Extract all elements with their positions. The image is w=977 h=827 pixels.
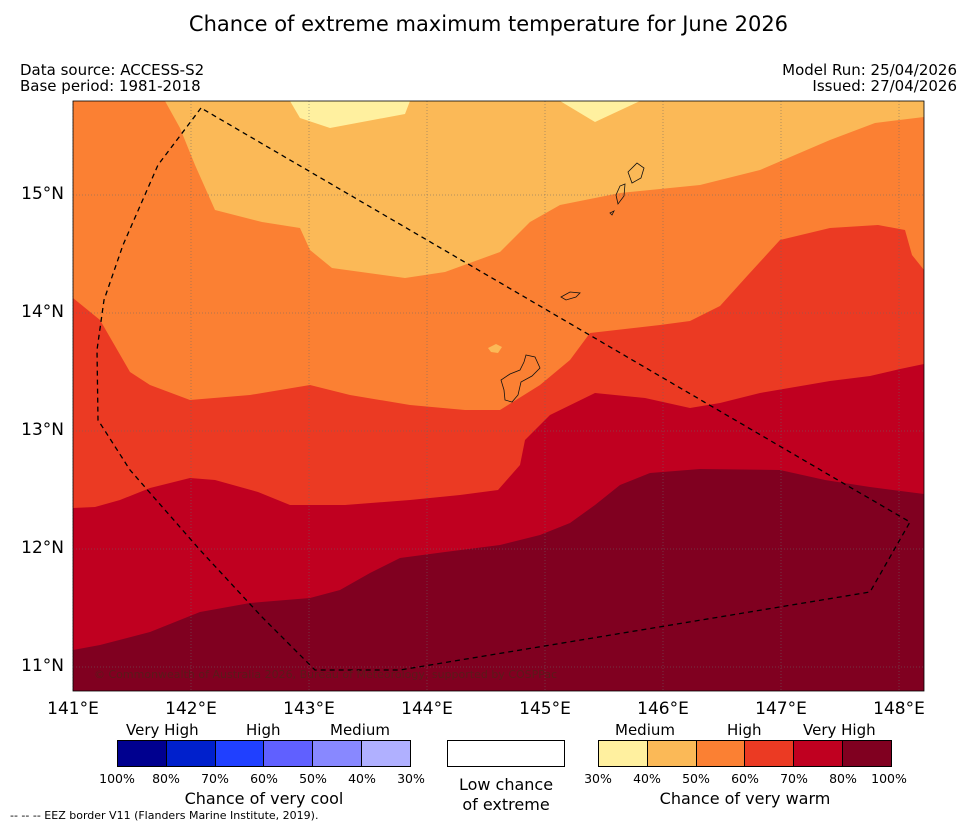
warm-swatch [794, 741, 844, 766]
longitude-label: 143°E [283, 699, 335, 719]
warm-swatch [599, 741, 648, 766]
cool-swatch [264, 741, 314, 766]
warm-percent-label: 80% [829, 771, 857, 786]
cool-category-very-high: Very High [126, 721, 199, 739]
probability-field [73, 101, 924, 691]
latitude-label: 14°N [21, 302, 64, 322]
neutral-line-2: of extreme [462, 795, 550, 814]
neutral-swatch [447, 740, 565, 767]
cool-category-high: High [246, 721, 281, 739]
cool-swatch [362, 741, 410, 766]
cool-percent-label: 40% [348, 771, 376, 786]
longitude-label: 147°E [755, 699, 807, 719]
issued-text: Issued: 27/04/2026 [812, 77, 957, 95]
cool-swatch [166, 741, 216, 766]
latitude-label: 13°N [21, 420, 64, 440]
probability-blob [488, 344, 502, 353]
longitude-label: 144°E [401, 699, 453, 719]
metadata-right: Model Run: 25/04/2026 Issued: 27/04/2026 [782, 62, 957, 94]
copyright-text: © Commonwealth of Australia 2026, Bureau… [94, 668, 558, 681]
warm-swatch [843, 741, 891, 766]
cool-legend-title: Chance of very cool [184, 789, 344, 808]
warm-percent-label: 70% [780, 771, 808, 786]
cool-swatch [118, 741, 167, 766]
latitude-label: 11°N [21, 656, 64, 676]
cool-swatch [215, 741, 265, 766]
map-frame [72, 100, 925, 692]
longitude-label: 148°E [873, 699, 925, 719]
longitude-label: 146°E [637, 699, 689, 719]
cool-percent-label: 30% [397, 771, 425, 786]
warm-percent-label: 30% [584, 771, 612, 786]
neutral-legend-title: Low chance of extreme [427, 775, 585, 815]
longitude-label: 141°E [47, 699, 99, 719]
band-80-100 [73, 469, 924, 691]
data-source-text: Data source: ACCESS-S2 [20, 61, 205, 79]
model-run-text: Model Run: 25/04/2026 [782, 61, 957, 79]
warm-category-very-high: Very High [803, 721, 876, 739]
warm-category-medium: Medium [615, 721, 675, 739]
warm-swatch [745, 741, 795, 766]
warm-swatch [696, 741, 746, 766]
metadata-left: Data source: ACCESS-S2 Base period: 1981… [20, 62, 204, 94]
cool-percent-label: 70% [201, 771, 229, 786]
warm-legend-title: Chance of very warm [659, 789, 831, 808]
eez-footnote: -- -- -- EEZ border V11 (Flanders Marine… [10, 809, 319, 822]
chart-title: Chance of extreme maximum temperature fo… [188, 12, 789, 36]
warm-swatch [647, 741, 697, 766]
warm-percent-label: 100% [871, 771, 907, 786]
island-tinian-saipan [609, 162, 645, 216]
cool-percent-label: 80% [152, 771, 180, 786]
warm-colorbar [598, 740, 892, 767]
island-guam [500, 354, 541, 403]
cool-percent-label: 100% [99, 771, 135, 786]
neutral-line-1: Low chance [458, 775, 554, 794]
cool-swatch [313, 741, 363, 766]
cool-category-medium: Medium [330, 721, 390, 739]
latitude-label: 15°N [21, 184, 64, 204]
base-period-text: Base period: 1981-2018 [20, 77, 201, 95]
cool-colorbar [117, 740, 411, 767]
latitude-label: 12°N [21, 538, 64, 558]
cool-percent-label: 50% [299, 771, 327, 786]
warm-percent-label: 40% [633, 771, 661, 786]
warm-percent-label: 50% [682, 771, 710, 786]
warm-category-high: High [727, 721, 762, 739]
longitude-label: 145°E [519, 699, 571, 719]
island-rota [560, 291, 581, 301]
islands [500, 162, 645, 403]
warm-percent-label: 60% [731, 771, 759, 786]
cool-percent-label: 60% [250, 771, 278, 786]
longitude-label: 142°E [165, 699, 217, 719]
